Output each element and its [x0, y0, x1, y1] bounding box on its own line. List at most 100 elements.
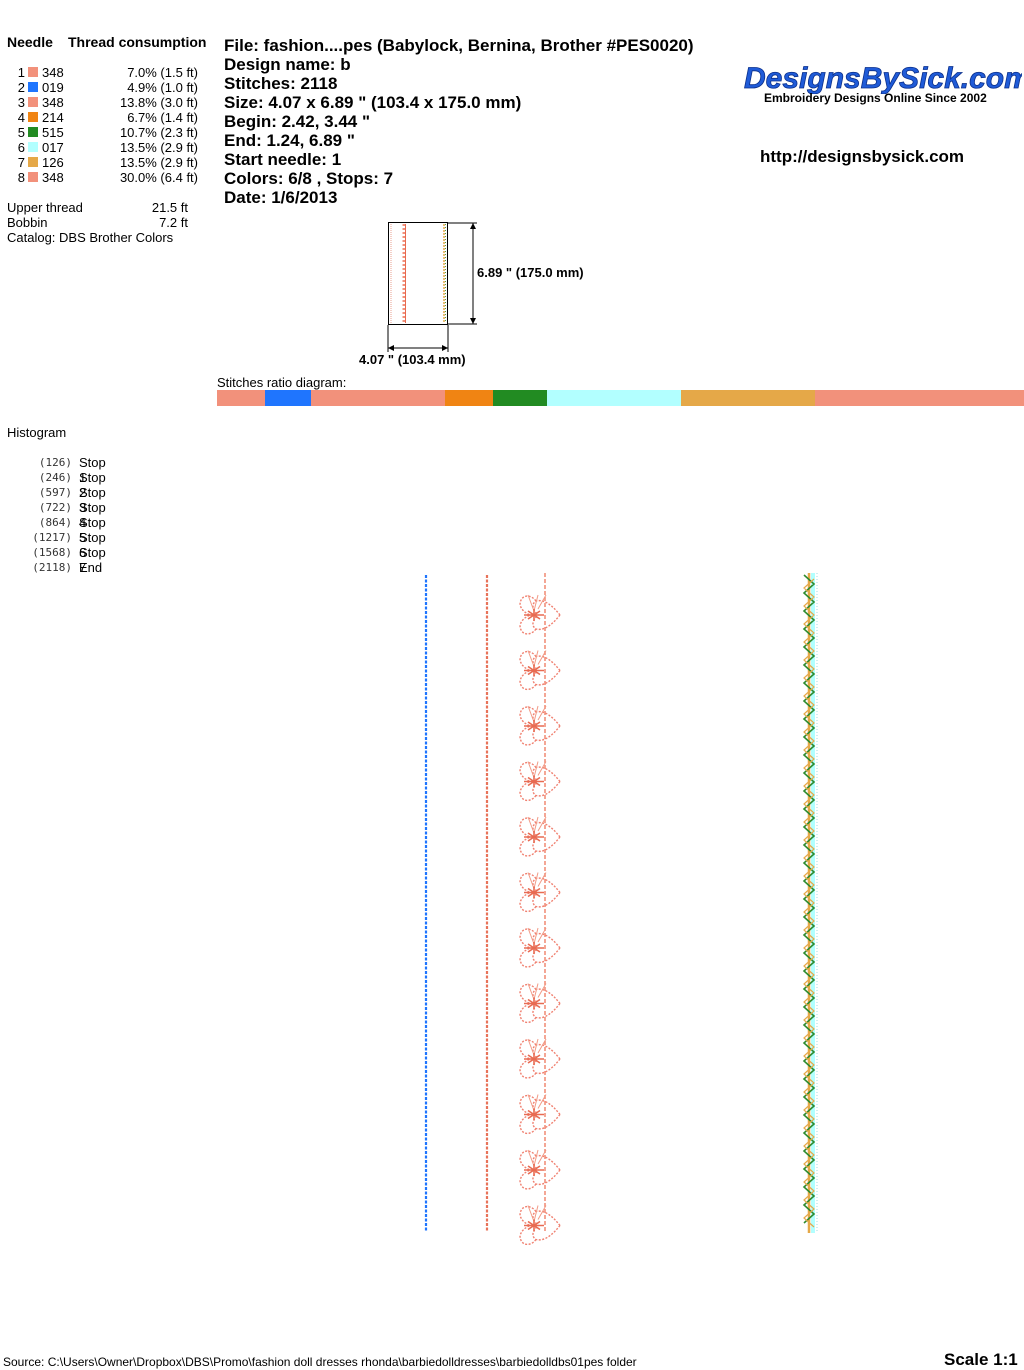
- needle-number: 6: [17, 140, 25, 155]
- needle-number: 2: [17, 80, 25, 95]
- flower-motif: [519, 705, 561, 746]
- needle-number: 7: [17, 155, 25, 170]
- color-swatch: [28, 67, 38, 77]
- scale-label: Scale 1:1: [944, 1350, 1018, 1369]
- stop-label: Stop 7: [79, 545, 106, 575]
- stitch-count: (1217): [32, 531, 72, 544]
- needle-row: 8 348 30.0% (6.4 ft): [0, 170, 210, 185]
- design-preview: [424, 573, 818, 1245]
- flower-motif: [519, 816, 561, 857]
- date-line: Date: 1/6/2013: [224, 188, 338, 207]
- needle-number: 8: [17, 170, 25, 185]
- thread-code: 515: [42, 125, 64, 140]
- color-swatch: [28, 97, 38, 107]
- ratio-segment: [547, 390, 681, 406]
- flower-motif: [519, 1204, 561, 1245]
- ratio-segment: [217, 390, 265, 406]
- stitches-line: Stitches: 2118: [224, 74, 338, 93]
- stitch-count: (597): [38, 486, 72, 499]
- thread-code: 348: [42, 65, 64, 80]
- color-swatch: [28, 142, 38, 152]
- stop-label: Stop 6: [79, 530, 106, 560]
- needle-number: 3: [17, 95, 25, 110]
- catalog-label: Catalog: DBS Brother Colors: [7, 230, 174, 245]
- zigzag-stitch-gold: [803, 578, 815, 1228]
- thread-consumption: 4.9% (1.0 ft): [127, 80, 198, 95]
- needle-row: 6 017 13.5% (2.9 ft): [0, 140, 210, 155]
- thread-code: 019: [42, 80, 64, 95]
- flower-column: [519, 594, 561, 1245]
- thread-code: 214: [42, 110, 64, 125]
- flower-motif: [519, 1149, 561, 1190]
- brand-url[interactable]: http://designsbysick.com: [760, 147, 965, 166]
- ratio-segment: [815, 390, 1024, 406]
- needle-number: 1: [17, 65, 25, 80]
- upper-thread-value: 21.5 ft: [151, 200, 188, 215]
- thread-consumption: 30.0% (6.4 ft): [119, 170, 198, 185]
- needle-row: 2 019 4.9% (1.0 ft): [0, 80, 210, 95]
- stop-label: End: [79, 560, 103, 575]
- flower-motif: [519, 760, 561, 802]
- color-swatch: [28, 157, 38, 167]
- stop-label: Stop 4: [79, 500, 106, 530]
- color-swatch: [28, 82, 38, 92]
- thread-consumption: 7.0% (1.5 ft): [127, 65, 198, 80]
- ratio-segment: [445, 390, 493, 406]
- color-swatch: [28, 112, 38, 122]
- source-path: Source: C:\Users\Owner\Dropbox\DBS\Promo…: [3, 1355, 637, 1369]
- ratio-segment: [311, 390, 445, 406]
- end-line: End: 1.24, 6.89 ": [224, 131, 355, 150]
- height-dimension-label: 6.89 " (175.0 mm): [477, 265, 584, 280]
- thread-consumption: 10.7% (2.3 ft): [119, 125, 198, 140]
- stitch-count: (126): [38, 456, 72, 469]
- upper-thread-label: Upper thread: [7, 200, 83, 215]
- needle-row: 7 126 13.5% (2.9 ft): [0, 155, 210, 170]
- stop-label: Stop 2: [79, 470, 106, 500]
- ratio-label: Stitches ratio diagram:: [217, 375, 347, 390]
- start-needle-line: Start needle: 1: [224, 150, 342, 169]
- file-line: File: fashion....pes (Babylock, Bernina,…: [224, 36, 694, 55]
- needle-number: 4: [17, 110, 25, 125]
- flower-motif: [519, 927, 561, 968]
- needle-header: Needle: [7, 34, 53, 50]
- design-name-line: Design name: b: [224, 55, 351, 74]
- thread-consumption: 13.8% (3.0 ft): [119, 95, 198, 110]
- colors-stops-line: Colors: 6/8 , Stops: 7: [224, 169, 394, 188]
- thread-consumption: 13.5% (2.9 ft): [119, 140, 198, 155]
- flower-motif: [519, 982, 561, 1024]
- stitch-count: (722): [38, 501, 72, 514]
- stop-label: Stop 5: [79, 515, 106, 545]
- histogram-title: Histogram: [7, 425, 67, 440]
- thread-consumption: 13.5% (2.9 ft): [119, 155, 198, 170]
- brand-tagline: Embroidery Designs Online Since 2002: [764, 91, 987, 105]
- flower-motif: [519, 594, 561, 635]
- thumbnail-diagram: [387, 222, 477, 352]
- thread-consumption: 6.7% (1.4 ft): [127, 110, 198, 125]
- needle-row: 4 214 6.7% (1.4 ft): [0, 110, 210, 125]
- thread-code: 017: [42, 140, 64, 155]
- size-line: Size: 4.07 x 6.89 " (103.4 x 175.0 mm): [224, 93, 522, 112]
- ratio-segment: [265, 390, 311, 406]
- thread-code: 348: [42, 95, 64, 110]
- flower-motif: [519, 1093, 561, 1135]
- design-info: File: fashion....pes (Babylock, Bernina,…: [224, 36, 694, 207]
- thread-code: 126: [42, 155, 64, 170]
- flower-motif: [519, 1038, 561, 1079]
- bobbin-label: Bobbin: [7, 215, 48, 230]
- width-dimension-label: 4.07 " (103.4 mm): [359, 352, 466, 367]
- brand-logo: DesignsBySick.com Embroidery Designs Onl…: [742, 56, 1024, 105]
- stop-label: Stop 3: [79, 485, 106, 515]
- flower-motif: [519, 871, 561, 913]
- stitch-count: (1568): [32, 546, 72, 559]
- bobbin-value: 7.2 ft: [159, 215, 188, 230]
- logo-wordmark: DesignsBySick.com: [744, 62, 1024, 96]
- needle-row: 5 515 10.7% (2.3 ft): [0, 125, 210, 140]
- stitch-count: (864): [38, 516, 72, 529]
- consumption-header: Thread consumption: [68, 34, 207, 50]
- needle-row: 1 348 7.0% (1.5 ft): [0, 65, 210, 80]
- color-swatch: [28, 172, 38, 182]
- thread-code: 348: [42, 170, 64, 185]
- begin-line: Begin: 2.42, 3.44 ": [224, 112, 371, 131]
- needle-number: 5: [17, 125, 25, 140]
- stitch-count: (2118): [32, 561, 72, 574]
